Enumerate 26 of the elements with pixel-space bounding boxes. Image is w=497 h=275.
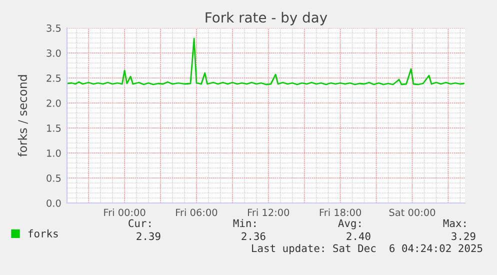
- chart-title: Fork rate - by day: [206, 12, 328, 26]
- text: 2.40: [346, 232, 370, 240]
- line-series: [67, 38, 464, 86]
- x-tick-label: Fri 18:00: [320, 208, 362, 216]
- y-tick-label: 0.5: [46, 174, 61, 182]
- y-tick-label: 1.5: [47, 124, 61, 132]
- y-axis-title: forks / second: [18, 75, 28, 157]
- text: 2.36: [242, 232, 266, 240]
- x-tick-label: Fri 06:00: [176, 208, 218, 216]
- text: Avg:: [338, 219, 360, 230]
- x-tick-label: Fri 00:00: [104, 208, 146, 216]
- text: Max:: [443, 219, 466, 228]
- text: Cur:: [128, 219, 150, 228]
- y-tick-label: 3.0: [46, 49, 61, 57]
- text: Last update: Sat Dec 6 04:24:02 2025: [252, 244, 482, 254]
- text: 2.39: [136, 232, 160, 240]
- text: 3.29: [452, 232, 476, 240]
- text: Min:: [233, 219, 256, 227]
- legend-label: forks: [28, 229, 58, 238]
- y-tick-label: 3.5: [46, 24, 61, 32]
- y-tick-label: 1.0: [47, 149, 61, 157]
- x-tick-label: Sat 00:00: [389, 208, 436, 216]
- y-tick-label: 2.5: [46, 74, 61, 82]
- y-tick-label: 2.0: [46, 99, 61, 107]
- x-tick-label: Fri 12:00: [248, 208, 290, 216]
- y-tick-label: 0.0: [46, 199, 61, 207]
